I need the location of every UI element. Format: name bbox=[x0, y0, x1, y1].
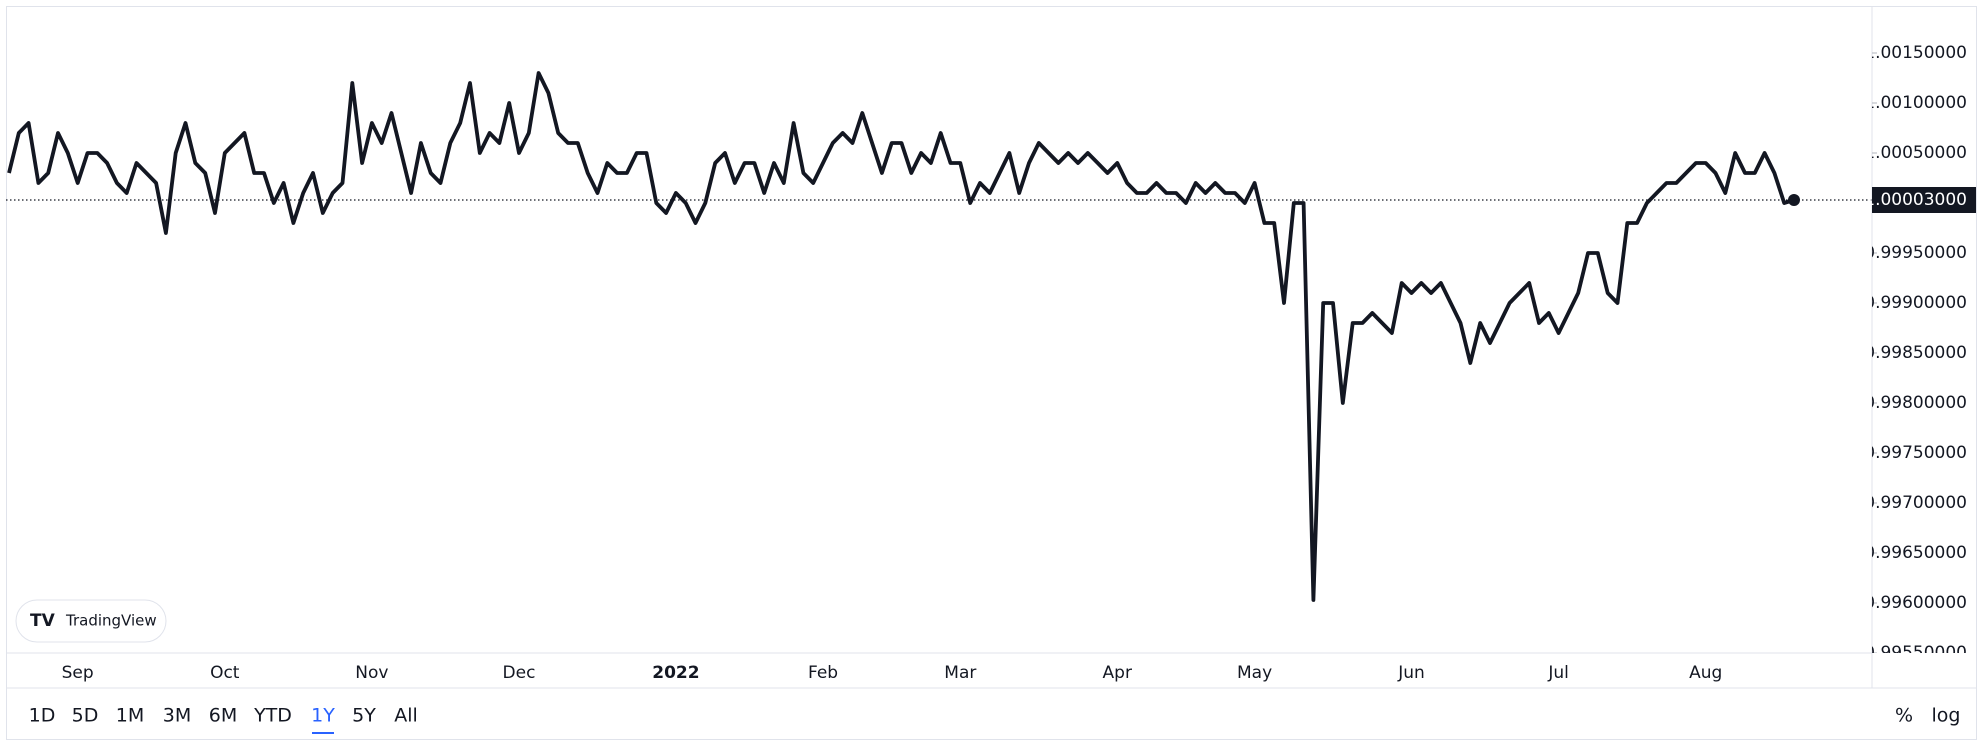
range-button[interactable]: 1D bbox=[29, 705, 56, 727]
x-tick-label: Sep bbox=[62, 663, 94, 683]
price-line bbox=[7, 71, 1795, 602]
y-tick-label: 1.00150000 bbox=[1864, 43, 1967, 63]
range-label: All bbox=[394, 705, 418, 727]
x-tick-label: Jul bbox=[1547, 663, 1569, 683]
x-tick-label: Dec bbox=[503, 663, 536, 683]
logo-badge[interactable]: TV TradingView bbox=[15, 599, 167, 643]
logo-background bbox=[15, 599, 167, 643]
x-tick-label: 2022 bbox=[652, 663, 699, 683]
x-tick-label: Apr bbox=[1103, 663, 1132, 683]
y-tick-label: 0.99650000 bbox=[1864, 543, 1967, 563]
range-button[interactable]: 1M bbox=[116, 705, 144, 727]
y-tick-label: 0.99600000 bbox=[1864, 593, 1967, 613]
last-price-box bbox=[1872, 187, 1976, 213]
x-tick-label: May bbox=[1237, 663, 1272, 683]
scale-option[interactable]: log bbox=[1932, 705, 1961, 727]
y-tick-label: 0.99750000 bbox=[1864, 443, 1967, 463]
range-label: 1M bbox=[116, 705, 144, 727]
range-button[interactable]: 6M bbox=[209, 705, 237, 727]
range-button[interactable]: All bbox=[394, 705, 418, 727]
y-tick-label: 0.99800000 bbox=[1864, 393, 1967, 413]
x-tick-label: Mar bbox=[944, 663, 976, 683]
range-label: 1Y bbox=[311, 705, 335, 727]
last-price-label: 1.00003000 bbox=[1864, 190, 1967, 210]
range-button[interactable]: 5D bbox=[72, 705, 99, 727]
range-button[interactable]: 5Y bbox=[352, 705, 376, 727]
y-tick-label: 1.00100000 bbox=[1864, 93, 1967, 113]
range-label: YTD bbox=[253, 705, 292, 727]
range-label: 1D bbox=[29, 705, 56, 727]
y-tick-label: 0.99850000 bbox=[1864, 343, 1967, 363]
x-tick-label: Aug bbox=[1689, 663, 1722, 683]
y-tick-label: 0.99550000 bbox=[1864, 643, 1967, 663]
x-tick-label: Feb bbox=[808, 663, 838, 683]
logo-mark: TV bbox=[30, 611, 56, 631]
last-price-dot bbox=[1788, 194, 1800, 206]
range-label: 5Y bbox=[352, 705, 376, 727]
y-tick-label: 1.00050000 bbox=[1864, 143, 1967, 163]
y-tick-label: 0.99900000 bbox=[1864, 293, 1967, 313]
x-tick-label: Oct bbox=[210, 663, 240, 683]
scale-option[interactable]: % bbox=[1895, 705, 1913, 727]
y-tick-label: 0.99950000 bbox=[1864, 243, 1967, 263]
range-button[interactable]: 3M bbox=[163, 705, 191, 727]
range-button[interactable]: 1Y bbox=[311, 705, 335, 734]
range-label: 6M bbox=[209, 705, 237, 727]
range-button[interactable]: YTD bbox=[253, 705, 292, 727]
x-tick-label: Nov bbox=[355, 663, 388, 683]
range-label: 3M bbox=[163, 705, 191, 727]
x-tick-label: Jun bbox=[1397, 663, 1425, 683]
range-label: 5D bbox=[72, 705, 99, 727]
logo-text: TradingView bbox=[65, 612, 157, 630]
frame bbox=[6, 6, 1977, 740]
y-tick-label: 0.99700000 bbox=[1864, 493, 1967, 513]
